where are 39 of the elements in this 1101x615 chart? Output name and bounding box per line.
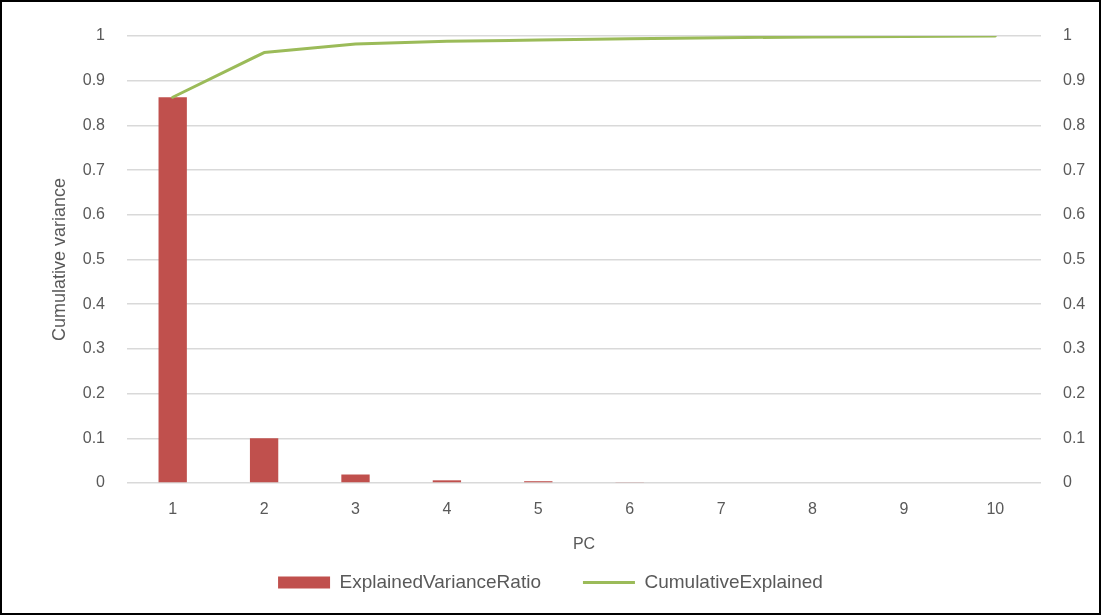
x-tick-label: 2	[259, 500, 269, 518]
y-tick-label: 1	[96, 26, 106, 44]
y2-tick-label: 0.8	[1063, 115, 1086, 133]
y-tick-label: 0.2	[82, 384, 106, 402]
x-tick-label: 8	[808, 500, 818, 518]
y2-tick-label: 0.7	[1063, 160, 1086, 178]
y2-tick-label: 0.1	[1063, 428, 1086, 446]
x-tick-label: 5	[533, 500, 543, 518]
y2-tick-label: 1	[1063, 26, 1072, 44]
y2-tick-label: 0.3	[1063, 339, 1086, 357]
y-tick-label: 0	[96, 473, 106, 491]
y-tick-label: 0.9	[82, 71, 106, 89]
y2-tick-label: 0.9	[1063, 71, 1086, 89]
y-tick-label: 0.8	[82, 115, 106, 133]
y-tick-label: 0.4	[82, 294, 106, 312]
x-tick-label: 7	[716, 500, 726, 518]
legend-label: CumulativeExplained	[644, 570, 823, 592]
x-tick-label: 1	[168, 500, 178, 518]
y2-tick-label: 0	[1063, 473, 1072, 491]
bar	[249, 438, 279, 483]
bar	[158, 97, 187, 483]
y-tick-label: 0.6	[82, 205, 106, 223]
bar	[341, 474, 370, 483]
y-axis-title: Cumulative variance	[48, 177, 69, 342]
x-tick-label: 9	[899, 500, 909, 518]
y2-tick-label: 0.2	[1063, 384, 1086, 402]
y2-tick-label: 0.4	[1063, 294, 1086, 312]
y2-tick-label: 0.5	[1063, 249, 1086, 267]
x-tick-label: 6	[625, 500, 635, 518]
y-tick-label: 0.3	[82, 339, 106, 357]
y-tick-label: 0.5	[82, 249, 106, 267]
y-tick-label: 0.7	[82, 160, 106, 178]
x-tick-label: 10	[986, 500, 1005, 518]
x-tick-label: 4	[442, 500, 452, 518]
y-tick-label: 0.1	[82, 428, 106, 446]
legend-label: ExplainedVarianceRatio	[339, 570, 541, 592]
y2-tick-label: 0.6	[1063, 205, 1086, 223]
x-tick-label: 3	[351, 500, 361, 518]
x-axis-title: PC	[572, 534, 596, 552]
